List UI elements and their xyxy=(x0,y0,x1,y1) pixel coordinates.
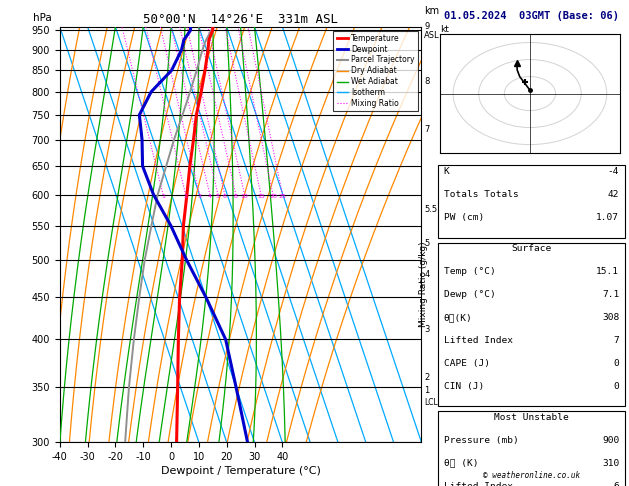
Text: © weatheronline.co.uk: © weatheronline.co.uk xyxy=(483,471,580,480)
Text: 01.05.2024  03GMT (Base: 06): 01.05.2024 03GMT (Base: 06) xyxy=(444,11,619,21)
Text: Mixing Ratio (g/kg): Mixing Ratio (g/kg) xyxy=(418,242,428,327)
Text: ASL: ASL xyxy=(425,31,440,40)
Text: 5: 5 xyxy=(425,239,430,248)
Text: 310: 310 xyxy=(602,459,619,468)
Text: 5: 5 xyxy=(216,194,220,199)
Text: 4: 4 xyxy=(425,270,430,279)
Text: 8: 8 xyxy=(234,194,238,199)
Text: Lifted Index: Lifted Index xyxy=(444,482,513,486)
Text: 42: 42 xyxy=(608,190,619,199)
Text: hPa: hPa xyxy=(33,13,52,22)
Text: Most Unstable: Most Unstable xyxy=(494,413,569,422)
Text: 3: 3 xyxy=(425,325,430,334)
Text: kt: kt xyxy=(440,25,449,34)
Text: 5.5: 5.5 xyxy=(425,205,438,214)
Text: 1: 1 xyxy=(425,386,430,395)
Text: θᴇ (K): θᴇ (K) xyxy=(444,459,478,468)
Text: 2: 2 xyxy=(425,373,430,382)
Legend: Temperature, Dewpoint, Parcel Trajectory, Dry Adiabat, Wet Adiabat, Isotherm, Mi: Temperature, Dewpoint, Parcel Trajectory… xyxy=(333,31,418,111)
Text: Dewp (°C): Dewp (°C) xyxy=(444,290,496,299)
Text: Pressure (mb): Pressure (mb) xyxy=(444,436,518,445)
Text: 15: 15 xyxy=(257,194,265,199)
Text: 3: 3 xyxy=(198,194,201,199)
Text: Temp (°C): Temp (°C) xyxy=(444,267,496,277)
Text: CIN (J): CIN (J) xyxy=(444,382,484,391)
Text: 6: 6 xyxy=(613,482,619,486)
Bar xyxy=(438,243,625,406)
Text: 6: 6 xyxy=(223,194,226,199)
Text: 1: 1 xyxy=(161,194,165,199)
Text: 9: 9 xyxy=(425,22,430,31)
Text: K: K xyxy=(444,167,450,176)
Text: Totals Totals: Totals Totals xyxy=(444,190,518,199)
Text: 7: 7 xyxy=(425,125,430,134)
Title: 50°00'N  14°26'E  331m ASL: 50°00'N 14°26'E 331m ASL xyxy=(143,13,338,26)
Text: θᴇ(K): θᴇ(K) xyxy=(444,313,472,322)
Text: 1.07: 1.07 xyxy=(596,213,619,222)
Text: 25: 25 xyxy=(279,194,286,199)
Text: LCL: LCL xyxy=(425,399,438,407)
Text: 0: 0 xyxy=(613,382,619,391)
Text: 15.1: 15.1 xyxy=(596,267,619,277)
Text: 308: 308 xyxy=(602,313,619,322)
Bar xyxy=(438,411,625,486)
Text: km: km xyxy=(425,6,440,17)
Text: 0: 0 xyxy=(613,359,619,368)
Text: 20: 20 xyxy=(269,194,277,199)
Text: Lifted Index: Lifted Index xyxy=(444,336,513,345)
Text: Surface: Surface xyxy=(511,244,552,254)
Bar xyxy=(438,165,625,238)
Text: -4: -4 xyxy=(608,167,619,176)
Text: 2: 2 xyxy=(184,194,187,199)
Text: 4: 4 xyxy=(208,194,212,199)
Text: 7.1: 7.1 xyxy=(602,290,619,299)
Text: 8: 8 xyxy=(425,77,430,87)
Text: 7: 7 xyxy=(613,336,619,345)
Text: 10: 10 xyxy=(241,194,248,199)
X-axis label: Dewpoint / Temperature (°C): Dewpoint / Temperature (°C) xyxy=(160,466,321,476)
Text: PW (cm): PW (cm) xyxy=(444,213,484,222)
Text: CAPE (J): CAPE (J) xyxy=(444,359,490,368)
Text: 900: 900 xyxy=(602,436,619,445)
